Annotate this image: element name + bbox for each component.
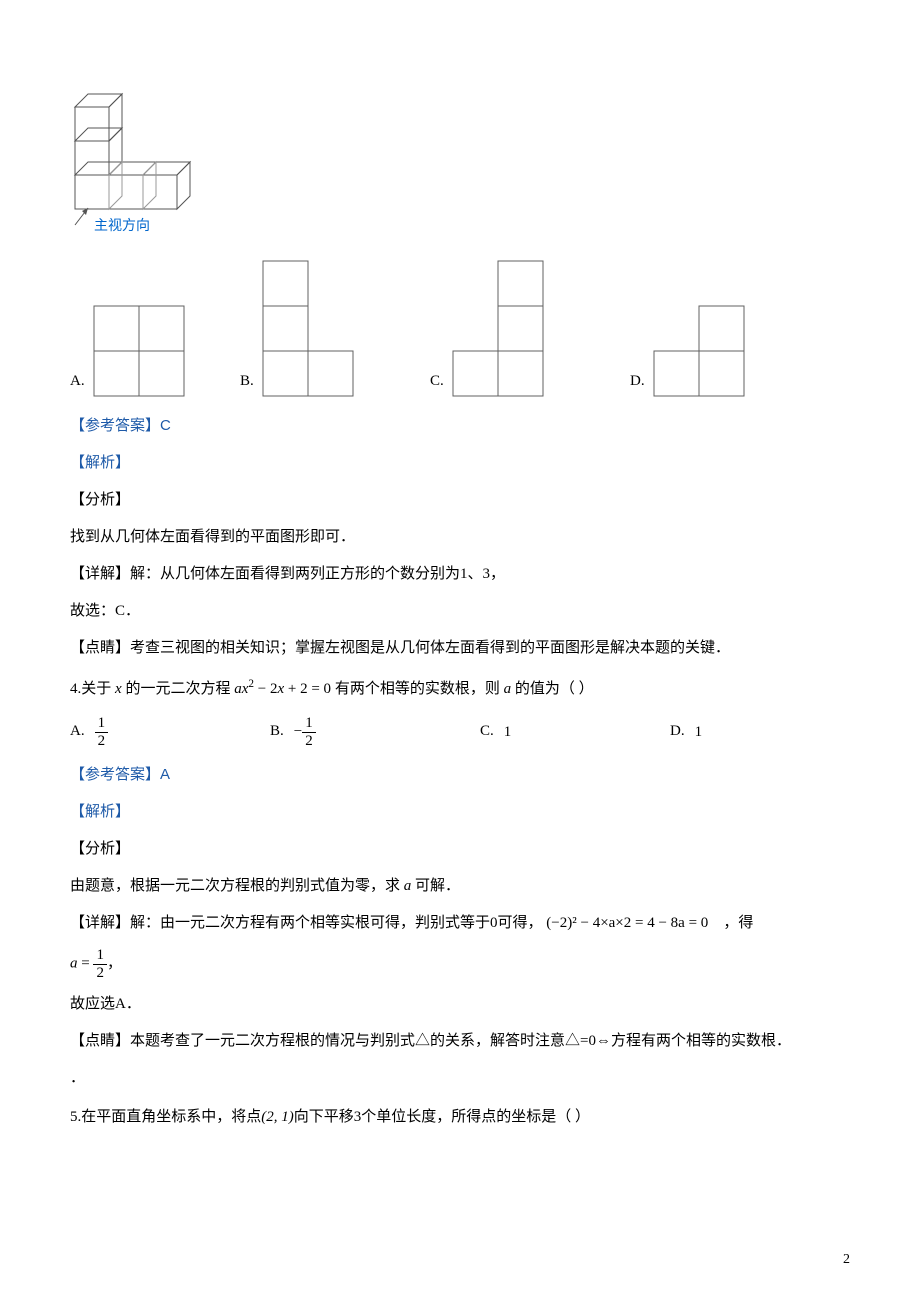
q4-stem-mid: 的一元二次方程 <box>125 681 230 697</box>
q4-eq-a: a <box>234 681 242 697</box>
q4-point-text: 本题考查了一元二次方程根的情况与判别式△的关系，解答时注意△=0⇔方程有两个相等… <box>130 1033 791 1049</box>
q4-detail-text: 由一元二次方程有两个相等实根可得，判别式等于0可得， <box>160 915 543 931</box>
q4-options-row: A. 1 2 B. − 1 2 C. 1 D. 1 <box>70 715 850 749</box>
q3-options-row: A. B. C. <box>70 260 850 397</box>
q3-section1-label: 【分析】 <box>70 487 850 514</box>
q3-detail: 【详解】解：从几何体左面看得到两列正方形的个数分别为1、3， <box>70 561 850 588</box>
option-label-d: D. <box>630 368 645 397</box>
q3-answer: 【参考答案】C <box>70 412 850 440</box>
page-number: 2 <box>843 1247 850 1272</box>
q5-stem-pre: 在平面直角坐标系中，将点 <box>81 1109 261 1125</box>
q3-shape-d <box>653 305 745 397</box>
q3-option-c: C. <box>430 260 630 397</box>
q3-shape-c <box>452 260 544 397</box>
q4-section1-label: 【分析】 <box>70 836 850 863</box>
option-label-c: C. <box>430 368 444 397</box>
q5-stem: 5.在平面直角坐标系中，将点(2, 1)向下平移3个单位长度，所得点的坐标是（ … <box>70 1104 850 1131</box>
q3-section1-text: 找到从几何体左面看得到的平面图形即可． <box>70 524 850 551</box>
q3-shape-b <box>262 260 354 397</box>
q4-detail-result: a = 1 2 ， <box>70 947 850 981</box>
q4-value-b: − 1 2 <box>294 715 316 749</box>
q4-eq-sup: 2 <box>248 678 254 690</box>
q4-section1: 由题意，根据一元二次方程根的判别式值为零，求 a 可解． <box>70 873 850 900</box>
q4-value-c: 1 <box>504 719 512 746</box>
q4-detail-eq: (−2)² − 4×a×2 = 4 − 8a = 0 <box>546 915 708 931</box>
q4-option-b: B. − 1 2 <box>270 715 480 749</box>
q3-option-b: B. <box>240 260 430 397</box>
q4-var-x: x <box>115 681 122 697</box>
q4-stem-post2: 的值为（ ） <box>515 681 594 697</box>
q4-label-a: A. <box>70 718 85 747</box>
q4-value-a: 1 2 <box>95 715 109 749</box>
q4-section1-var: a <box>404 878 412 894</box>
q4-conclusion: 故应选A． <box>70 991 850 1018</box>
option-label-a: A. <box>70 368 85 397</box>
q3-analysis-label: 【解析】 <box>70 450 850 477</box>
q3-point-text: 考查三视图的相关知识；掌握左视图是从几何体左面看得到的平面图形是解决本题的关键． <box>130 640 730 656</box>
q4-number: 4. <box>70 681 81 697</box>
q4-analysis-label: 【解析】 <box>70 799 850 826</box>
q3-point: 【点睛】考查三视图的相关知识；掌握左视图是从几何体左面看得到的平面图形是解决本题… <box>70 635 850 662</box>
q4-answer-value: A <box>160 766 170 783</box>
q3-shape-a <box>93 305 185 397</box>
q4-option-a: A. 1 2 <box>70 715 270 749</box>
view-direction-label: 主视方向 <box>94 218 150 234</box>
option-label-b: B. <box>240 368 254 397</box>
q4-stem-pre: 关于 <box>81 681 111 697</box>
q4-label-c: C. <box>480 718 494 747</box>
q3-answer-value: C <box>160 417 171 434</box>
q5-stem-post: 向下平移3个单位长度，所得点的坐标是（ ） <box>294 1109 590 1125</box>
figure-3d-cubes: 主视方向 <box>70 80 850 245</box>
q4-point-tail: ． <box>70 1065 850 1092</box>
q4-detail-tail: ，得 <box>723 915 753 931</box>
q4-value-d: 1 <box>695 719 703 746</box>
q4-section1-text2: 可解． <box>415 878 460 894</box>
q4-option-c: C. 1 <box>480 715 670 749</box>
q5-number: 5. <box>70 1109 81 1125</box>
q4-label-d: D. <box>670 718 685 747</box>
q3-option-d: D. <box>630 305 745 397</box>
q3-conclusion: 故选：C． <box>70 598 850 625</box>
q3-point-label: 【点睛】 <box>70 640 130 656</box>
q4-var-a: a <box>504 681 512 697</box>
q3-answer-label: 【参考答案】 <box>70 418 160 434</box>
q4-eq-mid2: + 2 = 0 <box>288 681 331 697</box>
q4-stem-post1: 有两个相等的实数根，则 <box>335 681 500 697</box>
q4-stem: 4.关于 x 的一元二次方程 ax2 − 2x + 2 = 0 有两个相等的实数… <box>70 674 850 703</box>
q4-option-d: D. 1 <box>670 715 702 749</box>
q4-label-b: B. <box>270 718 284 747</box>
q3-detail-text: 从几何体左面看得到两列正方形的个数分别为1、3， <box>160 566 505 582</box>
q4-point-label: 【点睛】 <box>70 1033 130 1049</box>
q4-answer-label: 【参考答案】 <box>70 767 160 783</box>
cube-stack-svg: 主视方向 <box>70 80 200 235</box>
q5-point: (2, 1) <box>261 1109 294 1125</box>
q4-detail-label: 【详解】解： <box>70 915 160 931</box>
q3-detail-label: 【详解】解： <box>70 566 160 582</box>
q4-result-frac: 1 2 <box>93 947 107 981</box>
q4-answer: 【参考答案】A <box>70 761 850 789</box>
q4-section1-text: 由题意，根据一元二次方程根的判别式值为零，求 <box>70 878 400 894</box>
q4-point: 【点睛】本题考查了一元二次方程根的情况与判别式△的关系，解答时注意△=0⇔方程有… <box>70 1028 850 1055</box>
q4-eq-xvar: x <box>277 681 284 697</box>
q4-detail: 【详解】解：由一元二次方程有两个相等实根可得，判别式等于0可得， (−2)² −… <box>70 910 850 937</box>
q4-eq-mid1: − 2 <box>258 681 278 697</box>
q3-option-a: A. <box>70 305 240 397</box>
